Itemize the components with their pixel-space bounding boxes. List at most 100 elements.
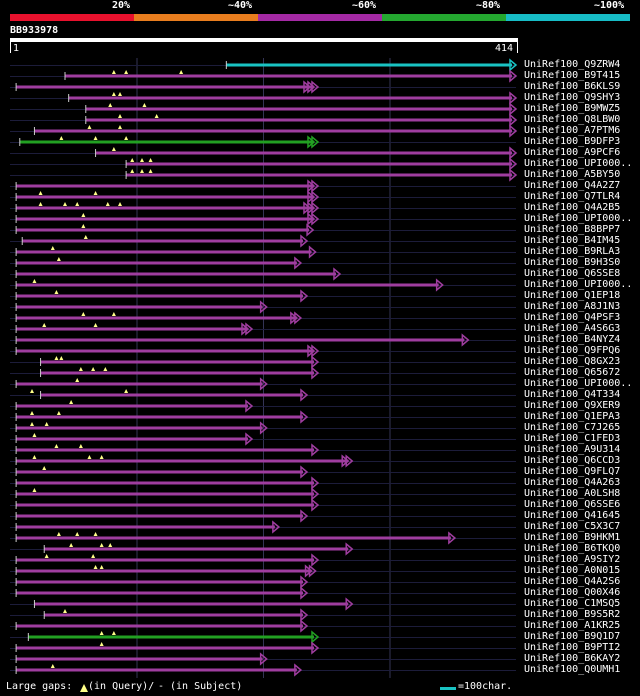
scale-label-80: ~80% [476, 0, 501, 11]
hit-label[interactable]: UniRef100_A9PCF6 [524, 147, 621, 158]
gap-marker-legend-icon [80, 684, 88, 692]
hit-label[interactable]: UniRef100_UPI000.. [524, 279, 633, 290]
hit-label[interactable]: UniRef100_Q9ZRW4 [524, 59, 621, 70]
gap-marker [30, 389, 34, 393]
hit-label[interactable]: UniRef100_Q41645 [524, 510, 621, 521]
gap-marker [50, 664, 55, 668]
hit-label[interactable]: UniRef100_B9PTI2 [524, 642, 621, 653]
hit-end-arrow [311, 641, 320, 655]
hit-label[interactable]: UniRef100_B9MWZ5 [524, 103, 621, 114]
hit-label[interactable]: UniRef100_C5X3C7 [524, 521, 621, 532]
hit-label[interactable]: UniRef100_Q9XER9 [524, 400, 621, 411]
hit-label[interactable]: UniRef100_Q6CCD3 [524, 455, 621, 466]
hit-end-arrow [245, 322, 254, 336]
hit-label[interactable]: UniRef100_Q4A2B5 [524, 202, 621, 213]
hit-end-arrow [311, 201, 320, 215]
hit-label[interactable]: UniRef100_Q8GX23 [524, 356, 621, 367]
gap-marker [179, 70, 184, 74]
hit-label[interactable]: UniRef100_Q7TLR4 [524, 191, 621, 202]
gap-marker [118, 125, 122, 129]
hit-label[interactable]: UniRef100_B9S5R2 [524, 609, 621, 620]
hit-label[interactable]: UniRef100_B6KLS9 [524, 81, 621, 92]
hit-label[interactable]: UniRef100_B6KAY2 [524, 653, 621, 664]
hit-label[interactable]: UniRef100_B9RLA3 [524, 246, 621, 257]
hit-end-arrow [294, 256, 303, 270]
hit-label[interactable]: UniRef100_A1KR25 [524, 620, 621, 631]
hit-label[interactable]: UniRef100_Q00X46 [524, 587, 621, 598]
hit-label[interactable]: UniRef100_Q9FPQ6 [524, 345, 621, 356]
hit-label[interactable]: UniRef100_Q9FLQ7 [524, 466, 621, 477]
hit-label[interactable]: UniRef100_Q1EPA3 [524, 411, 621, 422]
legend-dash: - [158, 681, 165, 692]
scale-label-60: ~60% [352, 0, 377, 11]
hit-end-arrow [259, 421, 268, 435]
gap-marker [44, 422, 49, 426]
hit-label[interactable]: UniRef100_Q4A2Z7 [524, 180, 621, 191]
hit-end-arrow [311, 476, 320, 490]
hit-label[interactable]: UniRef100_A0LSH8 [524, 488, 621, 499]
hit-end-arrow [294, 311, 303, 325]
hit-label[interactable]: UniRef100_B4NYZ4 [524, 334, 621, 345]
hit-label[interactable]: UniRef100_Q4T334 [524, 389, 621, 400]
hit-label[interactable]: UniRef100_A9SIY2 [524, 554, 621, 565]
hit-label[interactable]: UniRef100_A7PTM6 [524, 125, 621, 136]
hit-label[interactable]: UniRef100_Q4A263 [524, 477, 621, 488]
hit-label[interactable]: UniRef100_Q4PSF3 [524, 312, 621, 323]
gap-marker [91, 554, 96, 558]
hit-label[interactable]: UniRef100_A4S6G3 [524, 323, 621, 334]
hit-label[interactable]: UniRef100_C1MSQ5 [524, 598, 621, 609]
hit-label[interactable]: UniRef100_Q65672 [524, 367, 621, 378]
hit-end-arrow [259, 652, 268, 666]
hit-end-arrow [448, 531, 457, 545]
hit-label[interactable]: UniRef100_C7J265 [524, 422, 621, 433]
hit-label[interactable]: UniRef100_UPI000.. [524, 213, 633, 224]
gap-marker [42, 323, 47, 327]
hit-label[interactable]: UniRef100_Q6SSE8 [524, 268, 621, 279]
hit-end-arrow [509, 58, 518, 72]
hit-label[interactable]: UniRef100_B9Q1D7 [524, 631, 621, 642]
hit-label[interactable]: UniRef100_A5BY50 [524, 169, 621, 180]
gap-marker [99, 543, 104, 547]
hit-end-arrow [509, 157, 518, 171]
hit-label[interactable]: UniRef100_A9U314 [524, 444, 621, 455]
hit-label[interactable]: UniRef100_B9T415 [524, 70, 621, 81]
hit-label[interactable]: UniRef100_B4IM45 [524, 235, 621, 246]
hit-end-arrow [311, 553, 320, 567]
hit-label[interactable]: UniRef100_Q1EP18 [524, 290, 621, 301]
hit-label[interactable]: UniRef100_Q6SSE6 [524, 499, 621, 510]
gap-marker [56, 257, 61, 261]
hit-label[interactable]: UniRef100_UPI000.. [524, 158, 633, 169]
hit-label[interactable]: UniRef100_B8BPP7 [524, 224, 621, 235]
hit-label[interactable]: UniRef100_A8J1N3 [524, 301, 621, 312]
hit-label[interactable]: UniRef100_Q0UMH1 [524, 664, 621, 675]
hit-label[interactable]: UniRef100_UPI000.. [524, 378, 633, 389]
gap-marker [69, 543, 74, 547]
scale-label-100: ~100% [594, 0, 625, 11]
hit-label[interactable]: UniRef100_Q9SHY3 [524, 92, 621, 103]
gap-marker [111, 70, 116, 74]
gap-marker [63, 202, 67, 206]
gap-marker [44, 554, 49, 558]
hit-end-arrow [290, 311, 299, 325]
gap-marker [42, 466, 47, 470]
hit-label[interactable]: UniRef100_B6TKQ0 [524, 543, 621, 554]
hit-label[interactable]: UniRef100_Q8LBW0 [524, 114, 621, 125]
hit-label[interactable]: UniRef100_B9HKM1 [524, 532, 621, 543]
query-end-pos: 414 [495, 43, 514, 54]
gap-marker [83, 235, 88, 239]
scale-bar [10, 14, 630, 21]
hit-label[interactable]: UniRef100_Q4A2S6 [524, 576, 621, 587]
hit-end-arrow [300, 234, 309, 248]
hit-end-arrow [311, 212, 320, 226]
hit-label[interactable]: UniRef100_B9DFP3 [524, 136, 621, 147]
hit-label[interactable]: UniRef100_C1FED3 [524, 433, 621, 444]
hit-label[interactable]: UniRef100_A0N015 [524, 565, 621, 576]
hit-end-arrow [307, 344, 316, 358]
hit-end-arrow [307, 190, 316, 204]
hit-end-arrow [311, 344, 320, 358]
hit-label[interactable]: UniRef100_B9H3S0 [524, 257, 621, 268]
gap-marker [54, 444, 59, 448]
gap-marker [59, 356, 64, 360]
gap-marker [93, 191, 98, 195]
